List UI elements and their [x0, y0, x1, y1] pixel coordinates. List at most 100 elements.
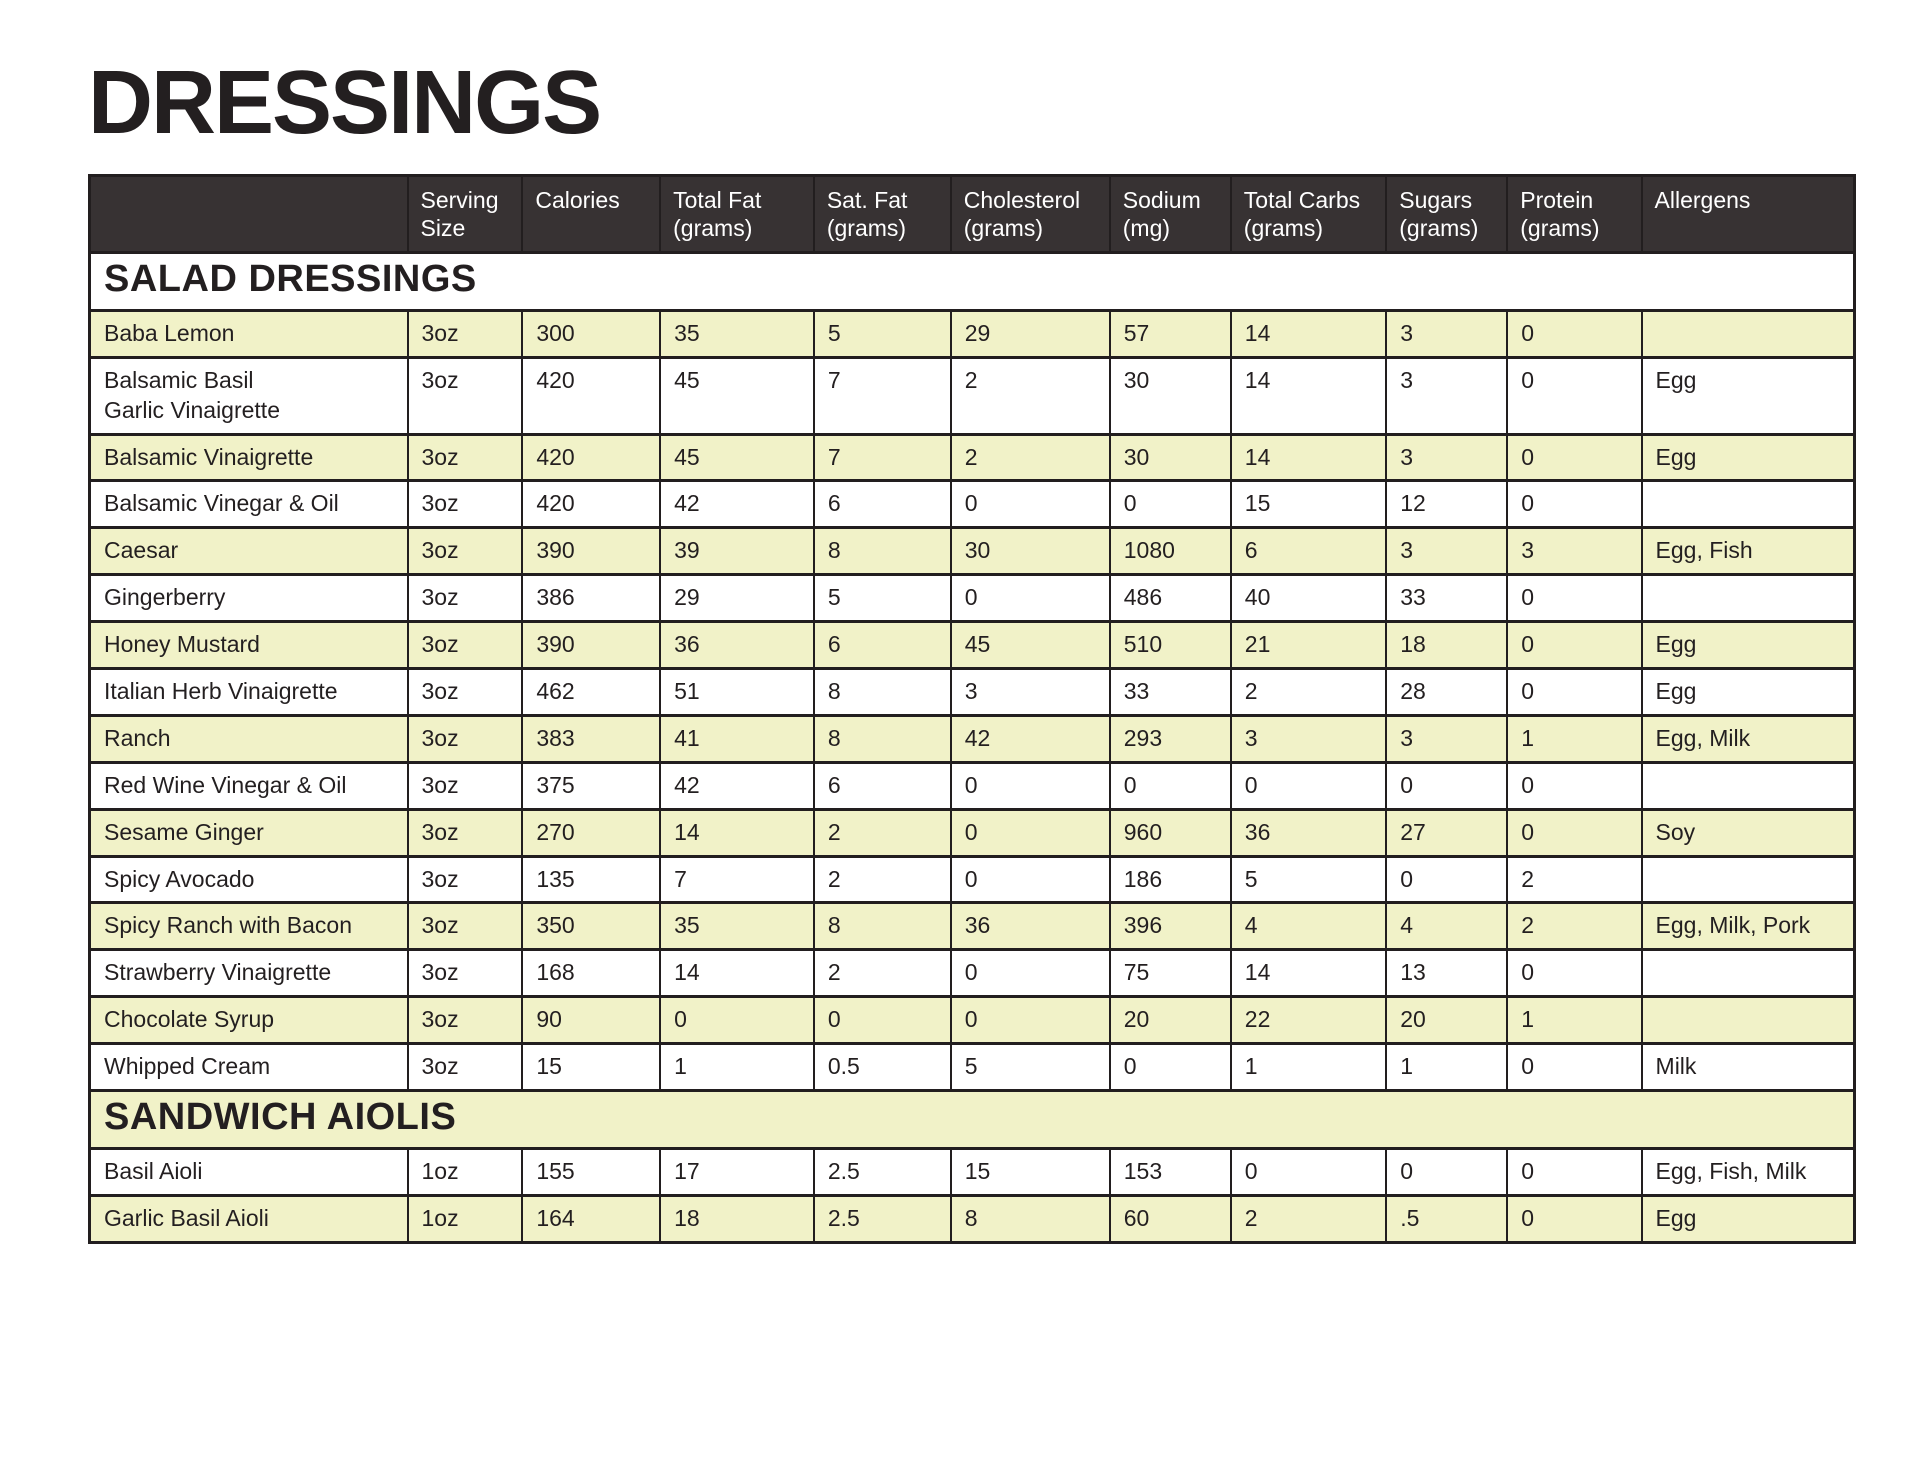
cell-total-fat: 51 [659, 667, 815, 717]
section-row: SALAD DRESSINGS [88, 251, 1856, 312]
item-name-cell: Strawberry Vinaigrette [88, 948, 409, 999]
table-row: Garlic Basil Aioli 1oz 164 18 2.5 8 60 2.5 0 Egg [88, 1193, 1856, 1244]
cell-calories: 350 [521, 901, 662, 952]
cell-sodium: 60 [1108, 1193, 1232, 1244]
cell-protein: 1 [1506, 713, 1643, 764]
cell-allergens: Egg [1640, 1193, 1856, 1244]
cell-protein: 0 [1506, 667, 1643, 717]
cell-cholesterol: 30 [949, 526, 1111, 577]
cell-total-fat: 45 [659, 432, 815, 483]
item-name-cell: Ranch [88, 713, 409, 764]
cell-calories: 390 [521, 620, 662, 671]
cell-total-carbs: 5 [1229, 854, 1388, 905]
cell-calories: 15 [521, 1042, 662, 1093]
cell-serving-size: 1oz [406, 1146, 524, 1197]
cell-total-carbs: 14 [1229, 948, 1388, 999]
cell-total-fat: 39 [659, 526, 815, 577]
cell-total-carbs: 21 [1229, 620, 1388, 671]
cell-total-fat: 0 [659, 995, 815, 1046]
table-header: Serving Size Calories Total Fat (grams) … [88, 173, 1856, 255]
cell-sat-fat: 2 [812, 948, 952, 999]
cell-cholesterol: 0 [949, 854, 1111, 905]
cell-total-carbs: 36 [1229, 807, 1388, 858]
cell-total-fat: 17 [659, 1146, 815, 1197]
column-header-protein: Protein (grams) [1506, 173, 1643, 255]
cell-sugars: .5 [1385, 1193, 1509, 1244]
cell-protein: 0 [1506, 573, 1643, 624]
cell-sodium: 30 [1108, 355, 1232, 436]
cell-serving-size: 3oz [406, 308, 524, 359]
cell-protein: 1 [1506, 995, 1643, 1046]
cell-total-fat: 45 [659, 355, 815, 436]
cell-cholesterol: 0 [949, 948, 1111, 999]
cell-sat-fat: 6 [812, 479, 952, 530]
cell-serving-size: 3oz [406, 573, 524, 624]
cell-serving-size: 3oz [406, 479, 524, 530]
column-header-sat-fat: Sat. Fat (grams) [812, 173, 952, 255]
cell-sat-fat: 2 [812, 854, 952, 905]
cell-cholesterol: 2 [949, 355, 1111, 436]
page: DRESSINGS Serving Size Calories Total Fa… [88, 58, 1856, 1244]
cell-total-carbs: 15 [1229, 479, 1388, 530]
cell-total-fat: 29 [659, 573, 815, 624]
table-row: Red Wine Vinegar & Oil 3oz 375 42 6 0 0 0 0 0 [88, 760, 1856, 811]
header-row: Serving Size Calories Total Fat (grams) … [88, 173, 1856, 255]
item-name-cell: Basil Aioli [88, 1146, 409, 1197]
cell-sugars: 1 [1385, 1042, 1509, 1093]
cell-total-fat: 14 [659, 807, 815, 858]
cell-allergens [1640, 854, 1856, 905]
cell-sugars: 13 [1385, 948, 1509, 999]
cell-allergens: Egg, Milk [1640, 713, 1856, 764]
cell-sat-fat: 7 [812, 432, 952, 483]
cell-sugars: 18 [1385, 620, 1509, 671]
item-name-cell: Whipped Cream [88, 1042, 409, 1093]
cell-sodium: 486 [1108, 573, 1232, 624]
table-row: Italian Herb Vinaigrette 3oz 462 51 8 3 33 2 28 0… [88, 667, 1856, 717]
cell-total-fat: 7 [659, 854, 815, 905]
cell-serving-size: 3oz [406, 901, 524, 952]
item-name-cell: Sesame Ginger [88, 807, 409, 858]
cell-calories: 164 [521, 1193, 662, 1244]
cell-calories: 168 [521, 948, 662, 999]
cell-sat-fat: 2.5 [812, 1193, 952, 1244]
cell-sugars: 28 [1385, 667, 1509, 717]
cell-sodium: 30 [1108, 432, 1232, 483]
cell-allergens: Egg [1640, 620, 1856, 671]
cell-allergens [1640, 948, 1856, 999]
cell-allergens: Milk [1640, 1042, 1856, 1093]
cell-total-carbs: 14 [1229, 308, 1388, 359]
cell-calories: 462 [521, 667, 662, 717]
cell-sat-fat: 7 [812, 355, 952, 436]
cell-sat-fat: 8 [812, 713, 952, 764]
cell-protein: 0 [1506, 948, 1643, 999]
cell-cholesterol: 0 [949, 807, 1111, 858]
cell-calories: 383 [521, 713, 662, 764]
cell-serving-size: 3oz [406, 526, 524, 577]
cell-total-carbs: 14 [1229, 432, 1388, 483]
cell-serving-size: 3oz [406, 355, 524, 436]
column-header-calories: Calories [521, 173, 662, 255]
table-row: Basil Aioli 1oz 155 17 2.5 15 153 0 0 0 Egg, Fish,… [88, 1146, 1856, 1197]
cell-total-fat: 42 [659, 479, 815, 530]
cell-calories: 90 [521, 995, 662, 1046]
cell-cholesterol: 0 [949, 995, 1111, 1046]
column-header-cholesterol: Cholesterol (grams) [949, 173, 1111, 255]
cell-allergens [1640, 308, 1856, 359]
cell-protein: 0 [1506, 807, 1643, 858]
cell-sugars: 3 [1385, 526, 1509, 577]
cell-cholesterol: 8 [949, 1193, 1111, 1244]
cell-sat-fat: 2.5 [812, 1146, 952, 1197]
item-name-cell: Chocolate Syrup [88, 995, 409, 1046]
item-name-cell: Baba Lemon [88, 308, 409, 359]
cell-sugars: 0 [1385, 1146, 1509, 1197]
item-name-cell: Honey Mustard [88, 620, 409, 671]
item-name-cell: Balsamic Vinegar & Oil [88, 479, 409, 530]
cell-protein: 0 [1506, 432, 1643, 483]
cell-sugars: 27 [1385, 807, 1509, 858]
item-name-cell: Garlic Basil Aioli [88, 1193, 409, 1244]
cell-cholesterol: 36 [949, 901, 1111, 952]
item-name-cell: Gingerberry [88, 573, 409, 624]
cell-cholesterol: 2 [949, 432, 1111, 483]
cell-sat-fat: 8 [812, 667, 952, 717]
table-row: Spicy Avocado 3oz 135 7 2 0 186 5 0 2 [88, 854, 1856, 905]
